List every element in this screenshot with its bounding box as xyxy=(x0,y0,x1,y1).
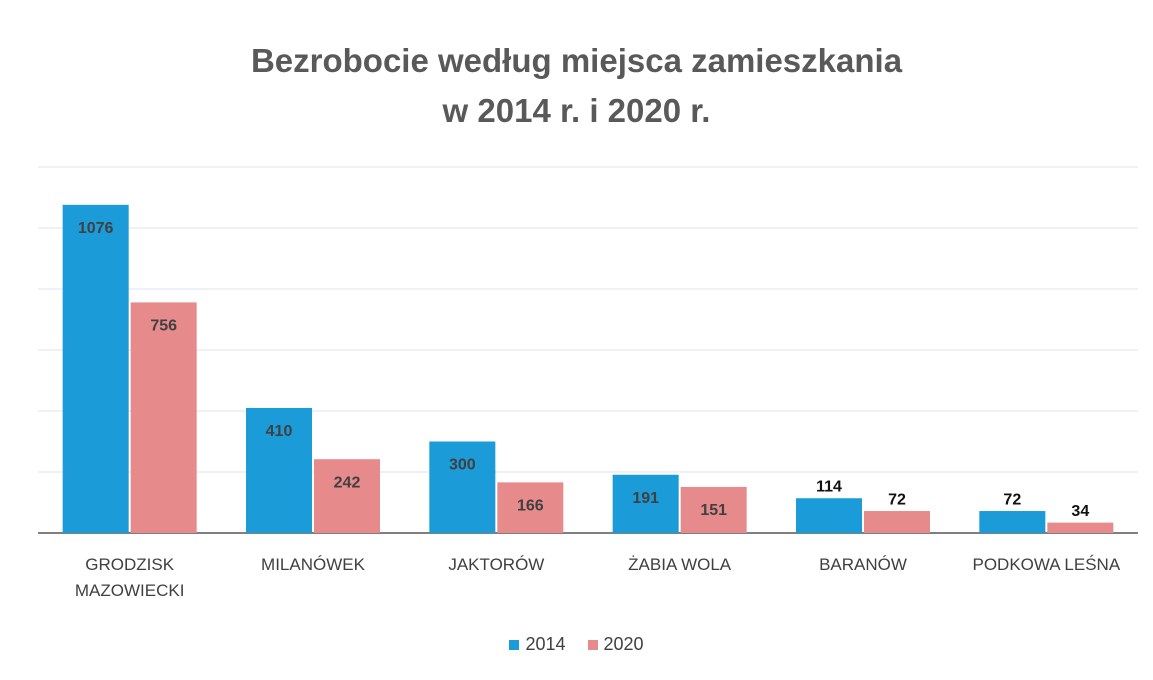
data-label: 410 xyxy=(266,423,293,440)
data-label: 191 xyxy=(632,490,659,507)
bar xyxy=(246,407,312,533)
x-tick-label: PODKOWA LEŚNA xyxy=(972,555,1121,574)
x-tick-label: BARANÓW xyxy=(819,555,907,574)
bar xyxy=(497,482,564,533)
legend-item: 2020 xyxy=(587,634,644,655)
bar xyxy=(62,204,129,533)
bar xyxy=(796,498,862,533)
x-tick-label: MILANÓWEK xyxy=(261,555,365,574)
legend-item: 2014 xyxy=(509,634,566,655)
chart-title: w 2014 r. i 2020 r. xyxy=(442,92,711,129)
legend-swatch xyxy=(587,640,598,650)
bar xyxy=(979,511,1046,533)
x-tick-label: GRODZISK MAZOWIECKI xyxy=(74,555,185,600)
data-label: 151 xyxy=(700,502,727,519)
bar xyxy=(612,474,679,533)
chart-title: Bezrobocie według miejsca zamieszkania xyxy=(250,42,903,79)
data-label: 114 xyxy=(816,478,842,495)
data-label: 300 xyxy=(449,457,476,474)
data-label: 1076 xyxy=(78,220,114,237)
data-label: 72 xyxy=(888,491,906,508)
x-tick-label: JAKTORÓW xyxy=(448,555,545,574)
bar xyxy=(1047,522,1114,533)
bar xyxy=(680,486,747,533)
data-label: 756 xyxy=(150,318,177,335)
bar xyxy=(429,441,496,533)
bar xyxy=(864,511,930,533)
data-label: 34 xyxy=(1071,503,1089,520)
data-label: 166 xyxy=(517,498,544,515)
legend-label: 2014 xyxy=(525,634,566,654)
data-label: 242 xyxy=(334,474,361,491)
legend-swatch xyxy=(509,640,520,650)
legend: 2014 2020 xyxy=(0,634,1153,655)
bar xyxy=(130,302,197,533)
x-tick-label: ŻABIA WOLA xyxy=(628,555,732,574)
bar xyxy=(314,459,380,533)
legend-label: 2020 xyxy=(603,634,644,654)
data-label: 72 xyxy=(1003,491,1021,508)
